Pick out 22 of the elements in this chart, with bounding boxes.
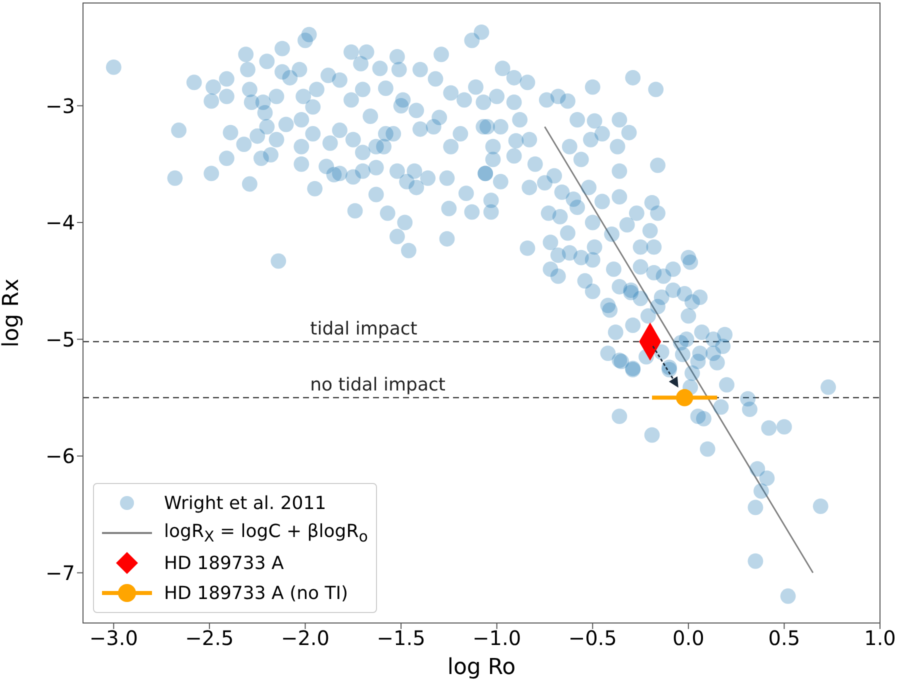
y-tick-label: −5 (46, 327, 75, 352)
y-tick-label: −4 (46, 210, 75, 235)
legend-label: HD 189733 A (164, 552, 284, 574)
x-tick-label: 1.0 (864, 626, 896, 650)
x-tick-label: −3.0 (89, 626, 138, 650)
x-tick-label: −0.5 (568, 626, 617, 650)
x-tick-label: 0.5 (768, 626, 800, 650)
x-tick-label: −1.5 (376, 626, 426, 650)
x-tick-label: −2.5 (185, 626, 234, 650)
ref-line-label: no tidal impact (310, 374, 446, 396)
x-tick-label: −2.0 (280, 626, 330, 650)
legend-label: HD 189733 A (no TI) (164, 582, 348, 604)
y-axis-title: log Rx (0, 278, 24, 348)
x-tick-label: −1.0 (472, 626, 522, 650)
x-axis-title: log Ro (447, 655, 516, 680)
legend-label: Wright et al. 2011 (164, 492, 326, 514)
x-tick-label: 0.0 (672, 626, 704, 650)
y-tick-label: −7 (46, 560, 75, 585)
y-tick-label: −3 (46, 94, 75, 118)
legend-label: logR$_{X}$ = logC + βlogR$_{o}$ (164, 520, 368, 546)
ref-line-label: tidal impact (310, 318, 418, 340)
y-tick-label: −6 (46, 444, 75, 468)
